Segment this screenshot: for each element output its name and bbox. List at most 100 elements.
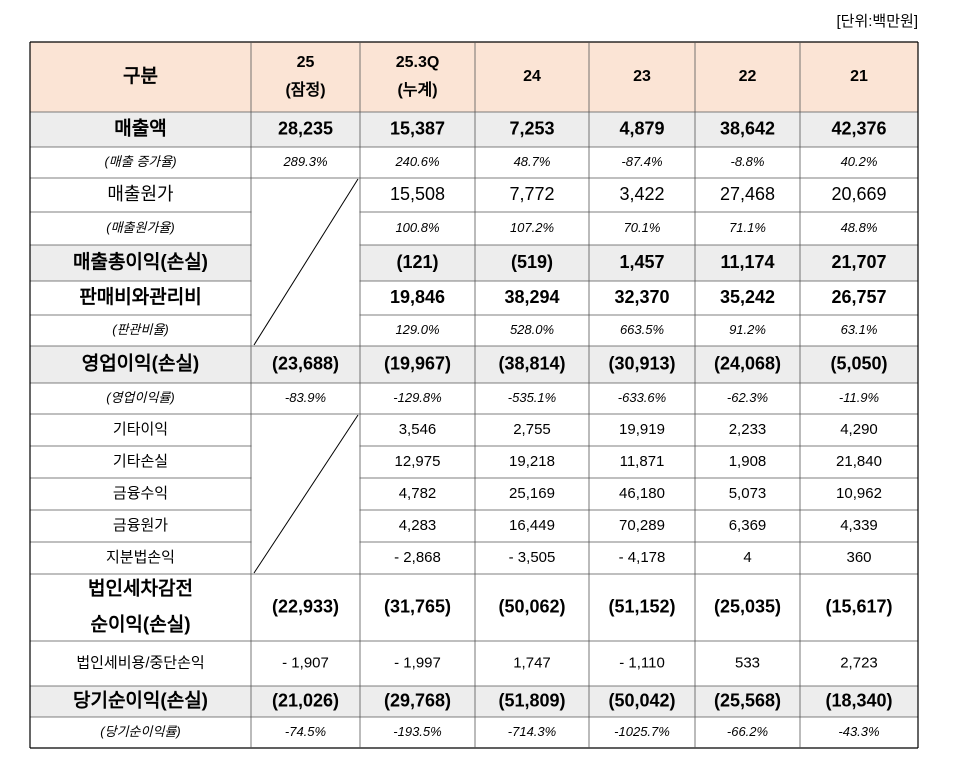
table-cell: (51,152) xyxy=(608,596,675,616)
table-cell: (25,035) xyxy=(714,596,781,616)
table-cell: (519) xyxy=(511,252,553,272)
table-cell: -66.2% xyxy=(727,724,768,739)
table-cell: 28,235 xyxy=(278,118,333,138)
header-cell: 25.3Q xyxy=(396,54,440,71)
row-label: 매출액 xyxy=(114,118,166,140)
table-cell: 48.8% xyxy=(841,220,878,235)
table-cell: 533 xyxy=(735,654,760,671)
row-label: 기타손실 xyxy=(113,453,168,470)
table-cell: 1,457 xyxy=(619,252,664,272)
table-cell: 3,422 xyxy=(619,184,664,204)
backgrounds xyxy=(30,42,918,717)
table-cell: 15,508 xyxy=(390,184,445,204)
table-cell: 26,757 xyxy=(831,287,886,307)
table-cell: - 1,997 xyxy=(394,654,441,671)
table-cell: 2,755 xyxy=(513,421,551,438)
header-cell: (누계) xyxy=(397,80,437,99)
table-cell: -62.3% xyxy=(727,390,768,405)
row-label: 법인세비용/중단손익 xyxy=(76,654,204,671)
table-cell: 4 xyxy=(743,549,751,566)
table-cell: 48.7% xyxy=(514,154,551,169)
table-cell: - 1,110 xyxy=(619,654,665,671)
table-cell: 10,962 xyxy=(836,485,882,502)
row-label: (매출 증가율) xyxy=(104,154,176,169)
table-cell: (121) xyxy=(396,252,438,272)
row-label: 지분법손익 xyxy=(106,549,175,566)
table-cell: (15,617) xyxy=(825,596,892,616)
header-cell: 구분 xyxy=(123,65,158,87)
table-cell: 100.8% xyxy=(395,220,439,235)
table-cell: 289.3% xyxy=(282,154,327,169)
table-cell: (5,050) xyxy=(830,353,887,373)
table-cell: 12,975 xyxy=(395,453,441,470)
table-cell: 11,174 xyxy=(720,252,774,272)
table-cell: 25,169 xyxy=(509,485,555,502)
table-cell: 35,242 xyxy=(720,287,775,307)
table-cell: -633.6% xyxy=(618,390,666,405)
table-cell: (30,913) xyxy=(608,353,675,373)
table-cell: 4,290 xyxy=(840,421,878,438)
table-cell: (19,967) xyxy=(384,353,451,373)
table-cell: 20,669 xyxy=(831,184,886,204)
table-cell: 19,846 xyxy=(390,287,445,307)
table-cell: 42,376 xyxy=(831,118,886,138)
table-cell: 11,871 xyxy=(620,453,665,470)
row-label: 매출총이익(손실) xyxy=(73,251,208,273)
table-cell: 16,449 xyxy=(509,517,555,534)
table-cell: 1,747 xyxy=(513,654,551,671)
table-cell: 21,707 xyxy=(831,252,886,272)
row-label: 기타이익 xyxy=(113,421,168,438)
table-cell: 7,772 xyxy=(509,184,554,204)
header-background xyxy=(30,42,918,112)
table-cell: 7,253 xyxy=(509,118,554,138)
table-cell: (18,340) xyxy=(825,690,892,710)
table-cell: 70,289 xyxy=(619,517,665,534)
table-cell: (25,568) xyxy=(714,690,781,710)
table-cell: (31,765) xyxy=(384,596,451,616)
header-cell: 25 xyxy=(297,54,315,71)
table-cell: 360 xyxy=(846,549,871,566)
unit-label: [단위:백만원] xyxy=(836,13,918,30)
table-cell: 21,840 xyxy=(836,453,882,470)
table-cell: - 2,868 xyxy=(394,549,441,566)
table-cell: 27,468 xyxy=(720,184,775,204)
table-cell: -714.3% xyxy=(508,724,556,739)
table-cell: 2,233 xyxy=(729,421,767,438)
table-cell: (29,768) xyxy=(384,690,451,710)
row-background xyxy=(30,112,918,147)
row-label: 금융수익 xyxy=(113,485,168,502)
table-cell: 240.6% xyxy=(394,154,439,169)
row-label: 당기순이익(손실) xyxy=(73,690,208,712)
row-label: 판매비와관리비 xyxy=(79,286,201,308)
table-cell: -43.3% xyxy=(838,724,879,739)
row-background xyxy=(30,346,918,383)
table-cell: (38,814) xyxy=(498,353,565,373)
table-cell: 1,908 xyxy=(729,453,767,470)
diagonal xyxy=(253,178,359,346)
table-cell: 129.0% xyxy=(395,322,439,337)
table-cell: 19,218 xyxy=(509,453,555,470)
table-cell: 38,294 xyxy=(504,287,559,307)
table-cell: 5,073 xyxy=(729,485,767,502)
table-cell: (21,026) xyxy=(272,690,339,710)
table-cell: - 3,505 xyxy=(509,549,556,566)
table-cell: - 4,178 xyxy=(619,549,666,566)
table-cell: 38,642 xyxy=(720,118,775,138)
row-label: 순이익(손실) xyxy=(90,614,190,636)
header-cell: 21 xyxy=(850,68,868,85)
table-cell: 46,180 xyxy=(619,485,665,502)
table-cell: -129.8% xyxy=(393,390,441,405)
table-cell: -1025.7% xyxy=(614,724,670,739)
header-cell: 23 xyxy=(633,68,651,85)
table-cell: 4,339 xyxy=(840,517,878,534)
table-cell: 32,370 xyxy=(614,287,669,307)
table-cell: -535.1% xyxy=(508,390,556,405)
row-background xyxy=(30,245,918,281)
table-cell: (23,688) xyxy=(272,353,339,373)
row-label: (매출원가율) xyxy=(106,220,174,235)
table-cell: -87.4% xyxy=(621,154,662,169)
table-cell: 70.1% xyxy=(624,220,661,235)
table-cell: 4,283 xyxy=(399,517,437,534)
header-cell: 24 xyxy=(523,68,541,85)
